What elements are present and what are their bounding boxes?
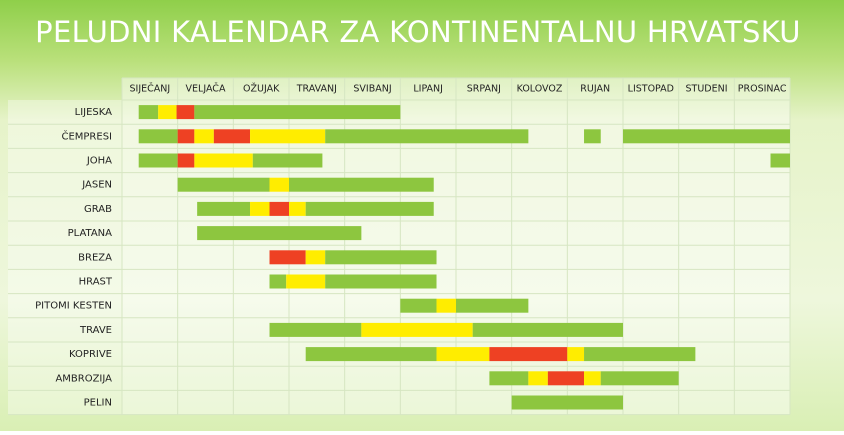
month-label: STUDENI: [685, 84, 727, 95]
pollen-bar: [252, 153, 323, 168]
month-label: SRPANJ: [467, 84, 501, 95]
row-label: JASEN: [81, 180, 112, 191]
row-label: AMBROZIJA: [55, 373, 112, 384]
month-label: RUJAN: [580, 84, 610, 95]
month-label: OŽUJAK: [243, 83, 280, 95]
pollen-bar: [472, 322, 623, 337]
pollen-bar: [456, 298, 529, 313]
pollen-bar: [770, 153, 790, 168]
pollen-bar: [289, 201, 306, 216]
pollen-bar: [269, 322, 362, 337]
chart-title: PELUDNI KALENDAR ZA KONTINENTALNU HRVATS…: [35, 15, 801, 49]
pollen-bar: [194, 105, 401, 120]
pollen-bar: [194, 129, 214, 144]
pollen-bar: [289, 177, 434, 192]
row-label: LIJESKA: [75, 107, 113, 118]
pollen-bar: [158, 105, 177, 120]
pollen-bar: [177, 129, 195, 144]
row-label: TRAVE: [79, 325, 112, 336]
pollen-bar: [269, 250, 306, 265]
pollen-bar: [325, 129, 529, 144]
pollen-bar: [361, 322, 473, 337]
month-label: SVIBANJ: [353, 84, 391, 95]
pollen-bar: [584, 347, 696, 362]
row-label: BREZA: [78, 252, 112, 263]
pollen-bar: [528, 371, 548, 386]
pollen-bar: [584, 371, 601, 386]
pollen-bar: [197, 226, 362, 241]
month-label: KOLOVOZ: [517, 84, 563, 95]
pollen-bar: [194, 153, 253, 168]
pollen-bar: [547, 371, 585, 386]
pollen-bar: [269, 177, 289, 192]
row-label: PLATANA: [68, 228, 113, 239]
pollen-bar: [325, 274, 437, 289]
pollen-bar: [567, 347, 585, 362]
pollen-bar: [325, 250, 437, 265]
pollen-bar: [600, 371, 679, 386]
pollen-bar: [305, 201, 434, 216]
month-label: LISTOPAD: [628, 84, 674, 95]
row-label: PELIN: [84, 398, 112, 409]
pollen-bar: [250, 201, 270, 216]
pollen-bar: [138, 153, 178, 168]
month-label: TRAVANJ: [296, 84, 337, 95]
pollen-bar: [305, 347, 437, 362]
pollen-bar: [250, 129, 326, 144]
pollen-bar: [177, 177, 270, 192]
pollen-bar: [177, 153, 195, 168]
pollen-bar: [489, 371, 529, 386]
pollen-bar: [269, 201, 289, 216]
pollen-bar: [138, 129, 178, 144]
pollen-bar: [197, 201, 251, 216]
row-label: ČEMPRESI: [61, 129, 112, 142]
row-label: HRAST: [79, 277, 113, 288]
pollen-bar: [269, 274, 287, 289]
pollen-bar: [511, 395, 623, 410]
month-label: SIJEČANJ: [129, 83, 170, 95]
pollen-bar: [584, 129, 601, 144]
month-label: LIPANJ: [413, 84, 443, 95]
pollen-bar: [286, 274, 326, 289]
pollen-bar: [176, 105, 195, 120]
pollen-bar: [305, 250, 326, 265]
month-label: PROSINAC: [738, 84, 787, 95]
row-label: KOPRIVE: [69, 349, 112, 360]
pollen-bar: [400, 298, 437, 313]
pollen-bar: [623, 129, 790, 144]
month-label: VELJAČA: [186, 83, 226, 95]
row-label: JOHA: [86, 156, 112, 167]
pollen-bar: [436, 298, 456, 313]
label-background: [8, 100, 122, 415]
pollen-bar: [213, 129, 251, 144]
pollen-bar: [489, 347, 568, 362]
row-label: PITOMI KESTEN: [35, 301, 112, 312]
pollen-bar: [138, 105, 159, 120]
pollen-bar: [436, 347, 490, 362]
row-label: GRAB: [84, 204, 112, 215]
